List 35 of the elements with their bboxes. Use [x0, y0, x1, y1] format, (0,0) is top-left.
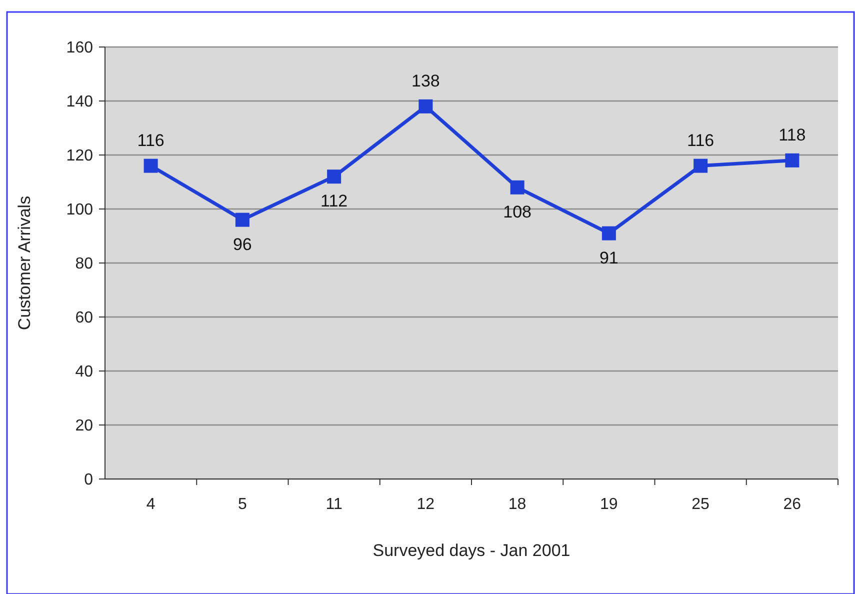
- data-label: 91: [599, 248, 618, 268]
- y-tick-label: 40: [75, 364, 94, 381]
- x-tick-label: 25: [692, 496, 710, 513]
- point: [327, 170, 342, 184]
- data-label: 118: [778, 125, 806, 144]
- y-tick-label: 0: [84, 472, 94, 489]
- y-tick-label: 80: [75, 256, 94, 273]
- y-axis-title: Customer Arrivals: [15, 196, 34, 330]
- point: [602, 226, 616, 240]
- y-tick-label: 160: [66, 40, 94, 57]
- y-tick-label: 20: [75, 418, 94, 435]
- y-tick-label: 60: [75, 310, 94, 327]
- point: [510, 180, 524, 194]
- data-label: 108: [503, 202, 532, 222]
- x-tick-label: 4: [146, 496, 156, 513]
- data-label: 96: [232, 234, 252, 254]
- y-tick-label: 120: [66, 148, 94, 165]
- point: [785, 153, 800, 168]
- y-tick-label: 100: [66, 202, 94, 219]
- x-tick-label: 18: [508, 496, 526, 513]
- data-label: 116: [687, 130, 714, 150]
- y-tick-label: 140: [66, 94, 94, 111]
- x-tick-label: 11: [326, 496, 342, 513]
- data-label: 138: [412, 71, 440, 90]
- point: [418, 99, 433, 114]
- point: [144, 158, 158, 173]
- x-tick-label: 5: [238, 496, 247, 513]
- x-tick-label: 26: [783, 496, 802, 513]
- data-label: 116: [137, 130, 164, 150]
- data-label: 112: [320, 192, 348, 211]
- point: [235, 212, 250, 227]
- x-tick-label: 19: [600, 496, 618, 513]
- x-tick-label: 12: [416, 496, 435, 513]
- x-axis-title: Surveyed days - Jan 2001: [372, 541, 570, 560]
- point: [694, 158, 708, 173]
